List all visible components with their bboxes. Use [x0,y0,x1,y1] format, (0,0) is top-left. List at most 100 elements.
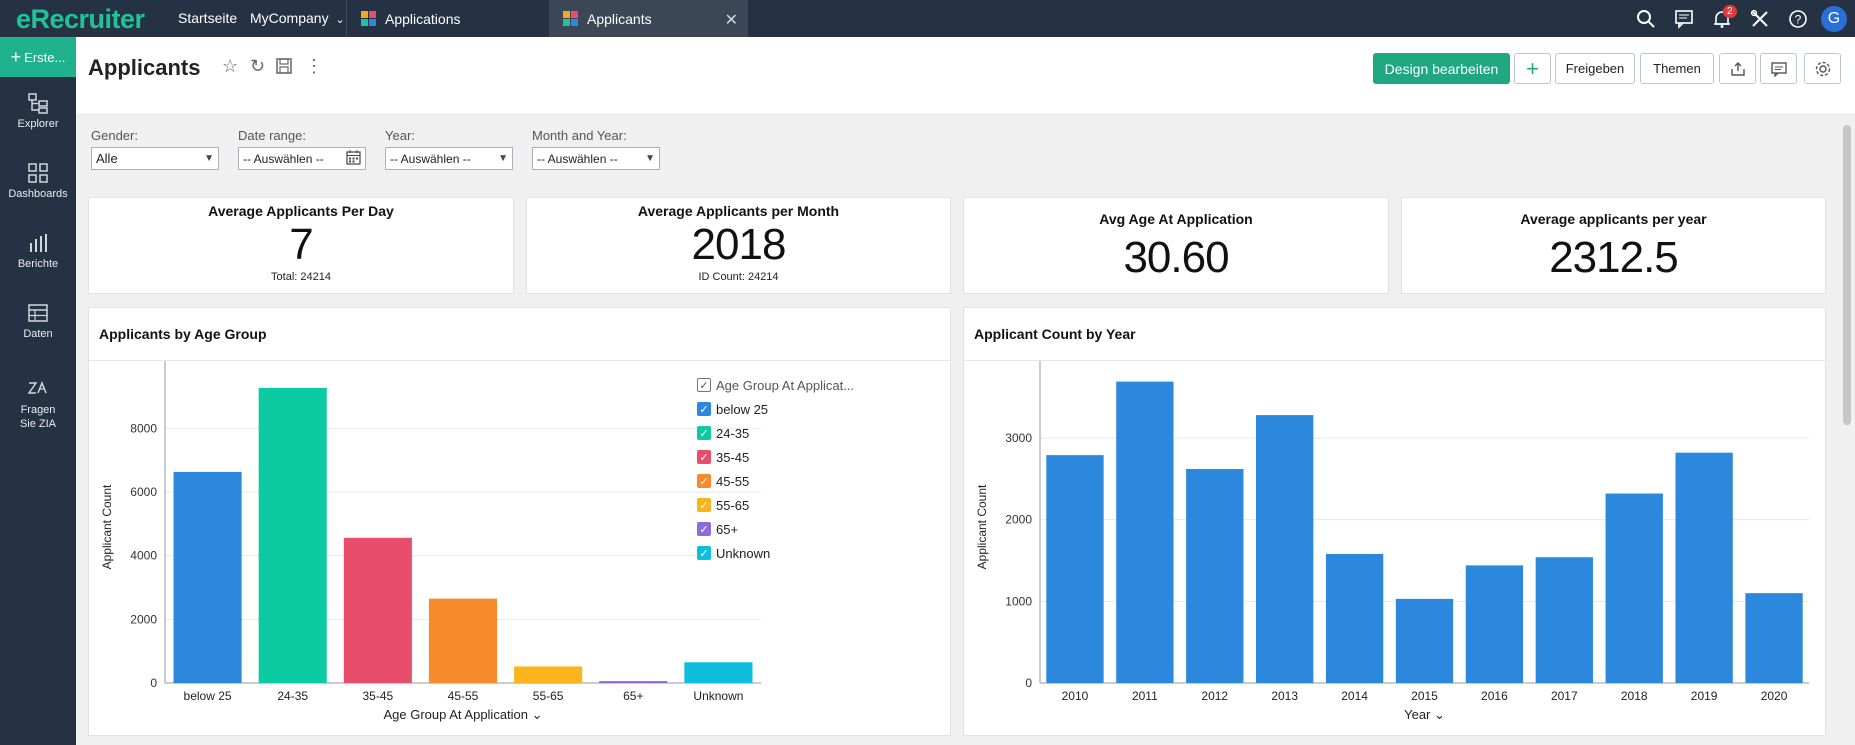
sidebar-item-dashboards[interactable]: Dashboards [0,162,76,200]
bar-2016 [1465,565,1524,683]
bar-2015 [1395,598,1454,683]
tools-icon[interactable] [1741,0,1779,37]
sidebar-item-data[interactable]: Daten [0,302,76,340]
legend-item[interactable]: ✓ 55-65 [697,493,854,517]
y-axis-label: Applicant Count [975,484,989,569]
sidebar-item-label: Daten [23,328,53,340]
user-avatar[interactable]: G [1821,5,1847,32]
legend-label: 55-65 [716,497,750,513]
kpi-title: Average Applicants per Month [637,203,840,219]
x-tick-label: 2011 [1132,689,1158,703]
tab-applicants[interactable]: Applicants ✕ [549,0,748,37]
star-icon[interactable]: ☆ [222,56,239,76]
explorer-icon [28,93,48,114]
caret-down-icon: ▼ [204,153,214,164]
x-tick-label: 2016 [1481,689,1508,703]
year-select-value: -- Auswählen -- [390,152,471,166]
legend-item[interactable]: ✓ 65+ [697,517,854,541]
sidebar-item-label: Explorer [17,118,59,130]
legend-item[interactable]: ✓ 45-55 [697,469,854,493]
comment-icon[interactable] [1760,53,1797,84]
zia-icon [27,380,47,394]
x-tick-label: below 25 [184,689,232,703]
bar-35-45 [343,537,412,683]
date-range-input[interactable]: -- Auswählen -- [238,147,366,170]
bar-65+ [599,681,668,683]
settings-gear-icon[interactable] [1804,53,1841,84]
refresh-icon[interactable]: ↻ [250,56,266,76]
sidebar-item-explorer[interactable]: Explorer [0,92,76,130]
legend-item[interactable]: ✓ 35-45 [697,445,854,469]
save-icon[interactable] [276,58,292,79]
edit-design-button[interactable]: Design bearbeiten [1373,53,1510,84]
gender-select[interactable]: Alle ▼ [91,147,219,170]
checkbox-icon: ✓ [697,546,711,560]
caret-down-icon: ▼ [498,153,508,164]
legend-item[interactable]: ✓ below 25 [697,397,854,421]
nav-mycompany[interactable]: MyCompany ⌄ [250,10,345,26]
kpi-subtitle: ID Count: 24214 [698,271,779,283]
gender-select-value: Alle [96,151,118,166]
add-button[interactable]: + [1514,53,1551,84]
sidebar-item-reports[interactable]: Berichte [0,232,76,270]
sidebar: + Erste... Explorer Dashboards Berichte … [0,37,76,745]
date-range-value: -- Auswählen -- [243,152,324,166]
scrollbar-thumb[interactable] [1843,125,1851,425]
top-bar: eRecruiter Startseite MyCompany ⌄ Applic… [0,0,1855,37]
dashboard-tab-icon [563,10,579,27]
x-tick-label: 35-45 [363,689,394,703]
help-icon[interactable]: ? [1779,0,1817,37]
legend-item[interactable]: ✓ Unknown [697,541,854,565]
age-group-legend: ✓ Age Group At Applicat... ✓ below 25 ✓ 24-… [697,373,854,565]
legend-label: 24-35 [716,425,750,441]
legend-item[interactable]: ✓ 24-35 [697,421,854,445]
kpi-card-per-day[interactable]: Average Applicants Per Day 7 Total: 2421… [88,197,514,294]
bar-2017 [1535,557,1593,683]
date-range-filter-label: Date range: [238,128,306,143]
kpi-card-per-month[interactable]: Average Applicants per Month 2018 ID Cou… [526,197,951,294]
sidebar-item-zia[interactable]: Fragen Sie ZIA [0,377,76,431]
checkbox-icon: ✓ [697,402,711,416]
checkbox-icon: ✓ [697,426,711,440]
close-icon[interactable]: ✕ [724,12,738,29]
bar-2013 [1256,415,1314,683]
page-scrollbar[interactable] [1838,113,1855,745]
legend-header[interactable]: ✓ Age Group At Applicat... [697,373,854,397]
comments-icon[interactable] [1665,0,1703,37]
notification-badge: 2 [1723,5,1737,18]
bell-icon[interactable]: 2 [1703,0,1741,37]
legend-label: below 25 [716,401,769,417]
kpi-card-avg-age[interactable]: Avg Age At Application 30.60 [963,197,1389,294]
bar-2018 [1605,493,1663,683]
create-button[interactable]: + Erste... [0,37,76,77]
month-year-filter-label: Month and Year: [532,128,627,143]
tab-applications[interactable]: Applications [346,0,548,37]
svg-text:?: ? [1795,12,1802,26]
year-filter-label: Year: [385,128,415,143]
year-select[interactable]: -- Auswählen -- ▼ [385,147,513,170]
bar-Unknown [684,662,753,683]
x-tick-label: 2020 [1761,689,1788,703]
chart-title: Applicant Count by Year [974,326,1136,342]
x-tick-label: Unknown [693,689,743,703]
kpi-title: Average applicants per year [1520,211,1707,227]
calendar-icon[interactable] [346,150,361,173]
share-button[interactable]: Freigeben [1555,53,1635,84]
kpi-title: Average Applicants Per Day [208,203,394,219]
themes-button[interactable]: Themen [1640,53,1714,84]
x-tick-label: 2010 [1062,689,1089,703]
month-year-select-value: -- Auswählen -- [537,152,618,166]
month-year-select[interactable]: -- Auswählen -- ▼ [532,147,660,170]
nav-home[interactable]: Startseite [178,10,238,26]
checkbox-icon: ✓ [697,474,711,488]
more-vertical-icon[interactable]: ⋮ [305,56,323,76]
divider [89,360,950,361]
y-tick-label: 4000 [130,549,157,563]
search-icon[interactable] [1627,0,1665,37]
export-icon[interactable] [1719,53,1756,84]
y-axis-label: Applicant Count [100,484,114,569]
kpi-value: 2018 [691,220,787,269]
kpi-card-per-year[interactable]: Average applicants per year 2312.5 [1401,197,1826,294]
chevron-down-icon: ⌄ [335,14,345,26]
bar-2012 [1186,469,1244,683]
